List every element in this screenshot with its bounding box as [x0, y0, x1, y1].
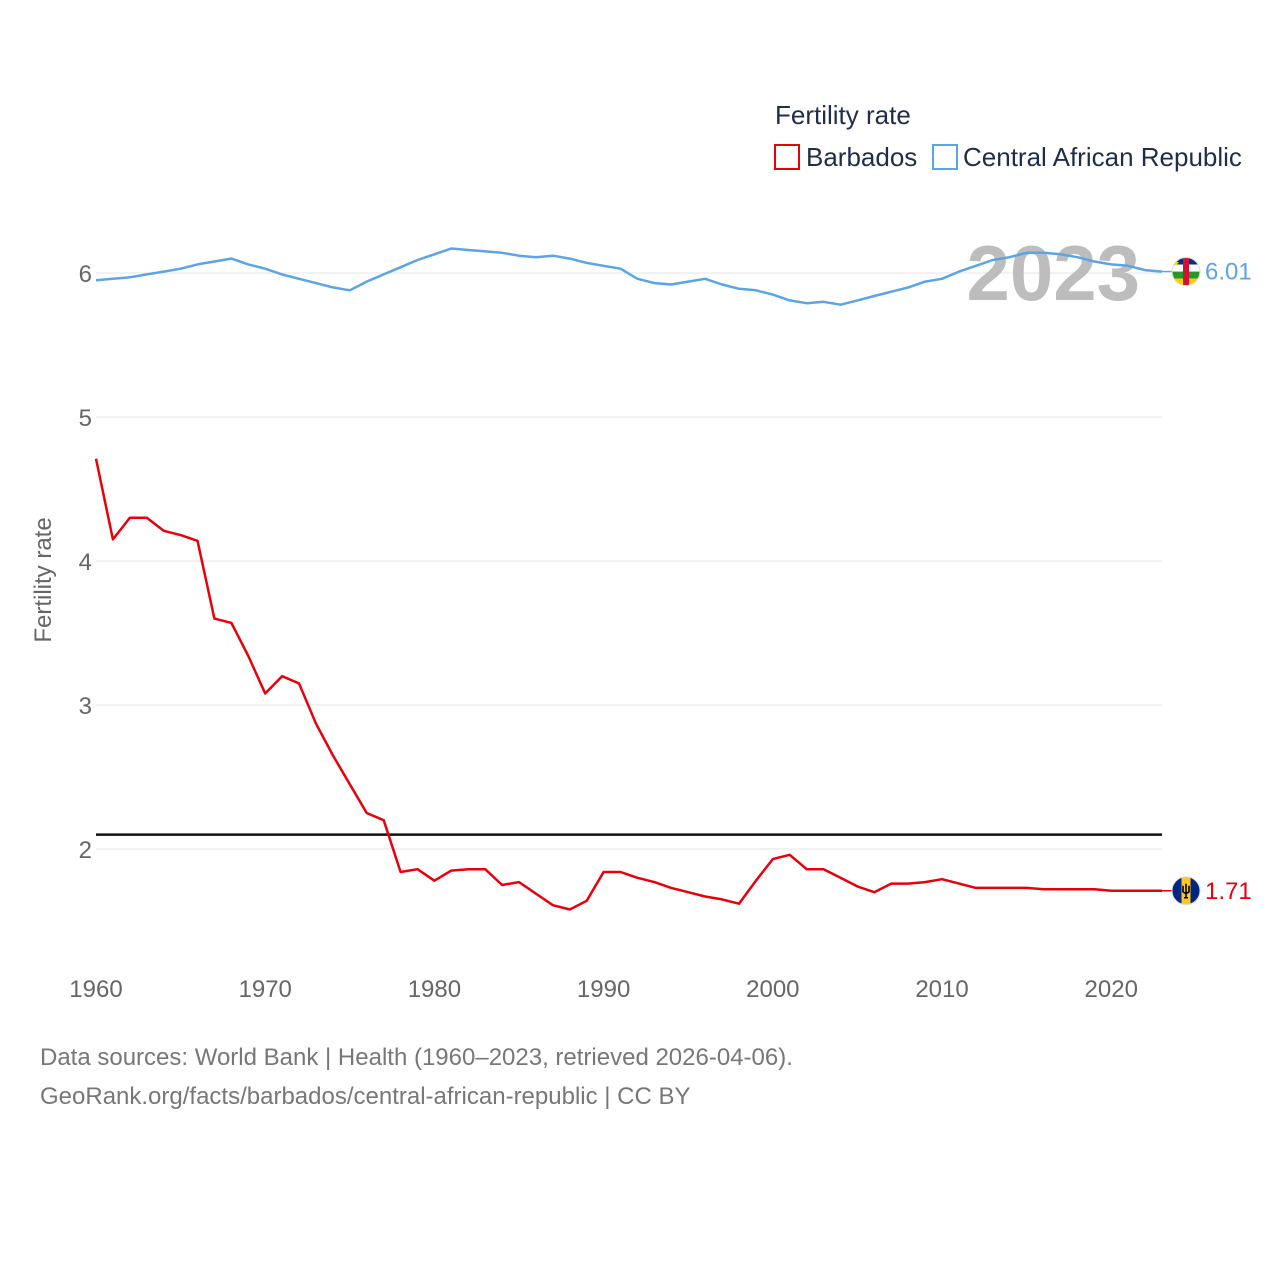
barbados-flag-icon [1171, 876, 1201, 906]
y-tick-label: 5 [79, 405, 92, 432]
legend: Fertility rate Barbados Central African … [774, 100, 1242, 172]
legend-label-central-african-republic: Central African Republic [963, 142, 1242, 172]
y-axis-ticks: 2 3 4 5 6 [79, 261, 92, 864]
legend-item-central-african-republic[interactable]: Central African Republic [932, 142, 1242, 172]
central-african-republic-end-value: 6.01 [1205, 259, 1252, 286]
central-african-republic-flag-icon [1171, 257, 1201, 287]
year-watermark: 2023 [966, 229, 1140, 317]
central-african-republic-end-marker: 6.01 [1162, 257, 1252, 287]
x-tick-label: 1960 [69, 976, 122, 1003]
y-tick-label: 3 [79, 693, 92, 720]
legend-title: Fertility rate [775, 100, 911, 130]
legend-label-barbados: Barbados [806, 142, 917, 172]
barbados-end-value: 1.71 [1205, 878, 1252, 905]
gridlines [96, 272, 1162, 850]
legend-swatch-barbados [774, 144, 800, 170]
x-tick-label: 2010 [915, 976, 968, 1003]
series-lines [94, 247, 1163, 911]
footer-sources: Data sources: World Bank | Health (1960–… [40, 1044, 793, 1071]
y-tick-label: 2 [79, 837, 92, 864]
line-chart: Fertility rate Barbados Central African … [30, 100, 1252, 1003]
x-axis-ticks: 1960 1970 1980 1990 2000 2010 2020 [69, 976, 1138, 1003]
x-tick-label: 1980 [408, 976, 461, 1003]
y-tick-label: 6 [79, 261, 92, 288]
x-tick-label: 2000 [746, 976, 799, 1003]
x-tick-label: 1990 [577, 976, 630, 1003]
legend-swatch-central-african-republic [932, 144, 958, 170]
footer-attribution[interactable]: GeoRank.org/facts/barbados/central-afric… [40, 1083, 691, 1110]
y-tick-label: 4 [79, 549, 92, 576]
legend-item-barbados[interactable]: Barbados [774, 142, 917, 172]
x-tick-label: 1970 [239, 976, 292, 1003]
series-line-central-african-republic[interactable] [95, 247, 1163, 306]
y-axis-title: Fertility rate [30, 517, 57, 642]
series-line-barbados[interactable] [94, 458, 1162, 911]
x-tick-label: 2020 [1085, 976, 1138, 1003]
barbados-end-marker: 1.71 [1162, 876, 1252, 906]
